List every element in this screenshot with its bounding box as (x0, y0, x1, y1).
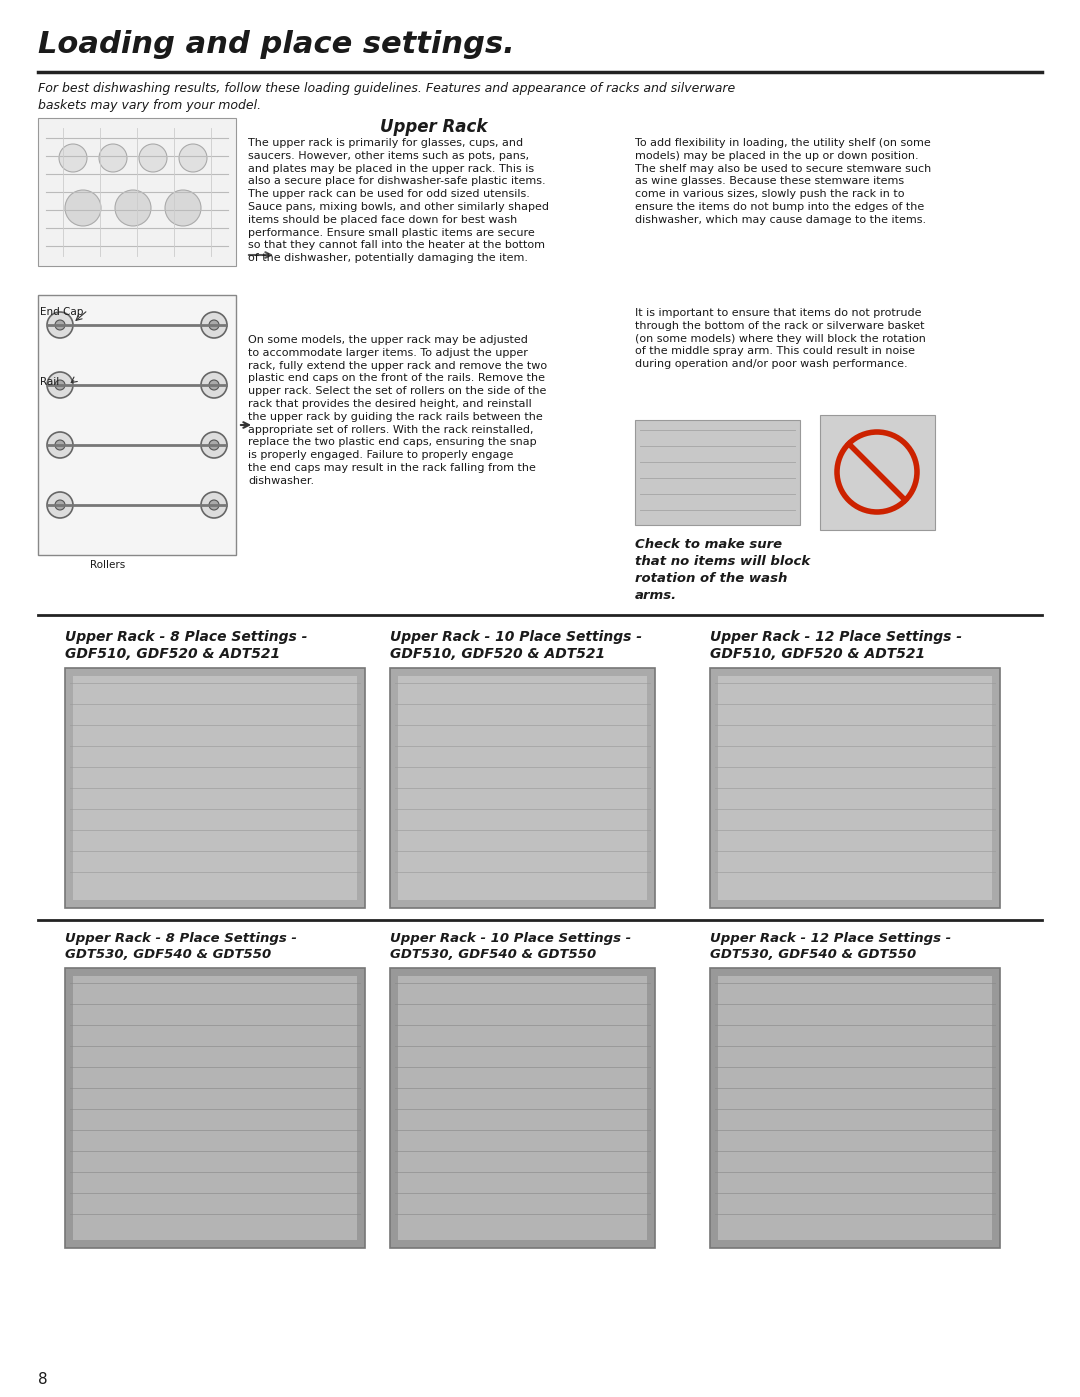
Bar (718, 676, 993, 900)
Circle shape (210, 320, 219, 330)
Text: The upper rack is primarily for glasses, cups, and
saucers. However, other items: The upper rack is primarily for glasses,… (248, 138, 549, 263)
Bar (718, 977, 993, 1241)
Circle shape (48, 312, 73, 338)
Bar (635, 420, 800, 525)
Text: Upper Rack - 10 Place Settings -
GDF510, GDF520 & ADT521: Upper Rack - 10 Place Settings - GDF510,… (390, 630, 642, 661)
Circle shape (99, 144, 127, 172)
Bar (73, 977, 357, 1241)
Circle shape (201, 312, 227, 338)
Circle shape (210, 380, 219, 390)
Text: Upper Rack - 12 Place Settings -
GDF510, GDF520 & ADT521: Upper Rack - 12 Place Settings - GDF510,… (710, 630, 962, 661)
Bar (399, 977, 647, 1241)
Bar (390, 668, 654, 908)
Circle shape (210, 440, 219, 450)
Text: Upper Rack - 12 Place Settings -
GDT530, GDF540 & GDT550: Upper Rack - 12 Place Settings - GDT530,… (710, 932, 951, 961)
Circle shape (201, 432, 227, 458)
Text: End Cap: End Cap (40, 307, 83, 317)
Bar (38, 295, 237, 555)
Circle shape (179, 144, 207, 172)
Bar (710, 668, 1000, 908)
Circle shape (48, 492, 73, 518)
Bar (73, 676, 357, 900)
Bar (390, 968, 654, 1248)
Text: Upper Rack: Upper Rack (380, 117, 488, 136)
Text: Upper Rack - 10 Place Settings -
GDT530, GDF540 & GDT550: Upper Rack - 10 Place Settings - GDT530,… (390, 932, 631, 961)
Bar (399, 676, 647, 900)
Circle shape (55, 440, 65, 450)
Text: For best dishwashing results, follow these loading guidelines. Features and appe: For best dishwashing results, follow the… (38, 82, 735, 112)
Bar (38, 117, 237, 265)
Text: On some models, the upper rack may be adjusted
to accommodate larger items. To a: On some models, the upper rack may be ad… (248, 335, 548, 486)
Text: Rollers: Rollers (91, 560, 125, 570)
Circle shape (210, 500, 219, 510)
Circle shape (48, 432, 73, 458)
Bar (820, 415, 935, 529)
Circle shape (48, 372, 73, 398)
Text: Upper Rack - 8 Place Settings -
GDF510, GDF520 & ADT521: Upper Rack - 8 Place Settings - GDF510, … (65, 630, 308, 661)
Circle shape (201, 492, 227, 518)
Text: It is important to ensure that items do not protrude
through the bottom of the r: It is important to ensure that items do … (635, 307, 926, 369)
Text: 8: 8 (38, 1372, 48, 1387)
Text: Upper Rack - 8 Place Settings -
GDT530, GDF540 & GDT550: Upper Rack - 8 Place Settings - GDT530, … (65, 932, 297, 961)
Circle shape (114, 190, 151, 226)
Bar (65, 968, 365, 1248)
Circle shape (65, 190, 102, 226)
Circle shape (55, 500, 65, 510)
Circle shape (139, 144, 167, 172)
Text: Rail: Rail (40, 377, 59, 387)
Circle shape (165, 190, 201, 226)
Text: To add flexibility in loading, the utility shelf (on some
models) may be placed : To add flexibility in loading, the utili… (635, 138, 931, 225)
Circle shape (201, 372, 227, 398)
Bar (65, 668, 365, 908)
Circle shape (59, 144, 87, 172)
Text: Loading and place settings.: Loading and place settings. (38, 29, 515, 59)
Circle shape (55, 380, 65, 390)
Circle shape (55, 320, 65, 330)
Text: Check to make sure
that no items will block
rotation of the wash
arms.: Check to make sure that no items will bl… (635, 538, 810, 602)
Bar (710, 968, 1000, 1248)
